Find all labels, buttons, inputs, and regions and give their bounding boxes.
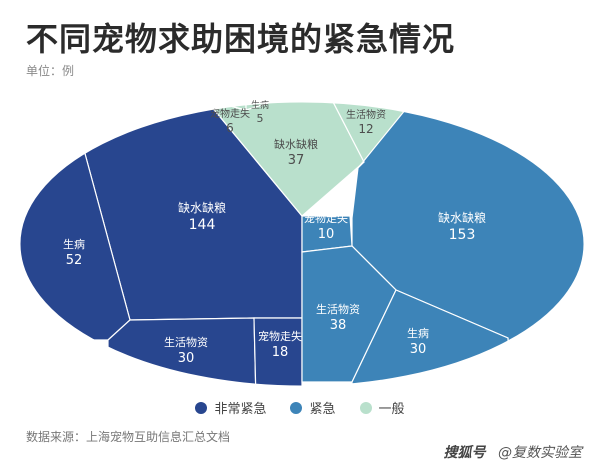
data-source: 数据来源：上海宠物互助信息汇总文档	[26, 430, 231, 444]
label-name-normal-illness: 生病	[251, 99, 269, 111]
label-value-urgent-lost-pet: 10	[318, 227, 335, 242]
ellipse-outline	[19, 101, 585, 387]
label-value-urgent-food-water: 153	[449, 227, 476, 243]
cell-very-urgent-lost-pet	[253, 317, 303, 386]
label-value-normal-food-water: 37	[288, 153, 305, 168]
unit-label: 单位：例	[26, 64, 75, 78]
label-name-very-urgent-food-water: 缺水缺粮	[178, 200, 226, 215]
label-value-very-urgent-food-water: 144	[189, 217, 216, 233]
label-name-very-urgent-illness: 生病	[63, 237, 85, 251]
legend-swatch-normal	[359, 401, 372, 414]
label-value-very-urgent-lost-pet: 18	[272, 345, 289, 360]
label-name-normal-lost-pet: 宠物走失	[210, 107, 250, 120]
legend-label-urgent: 紧急	[309, 402, 336, 417]
label-value-normal-supplies: 12	[358, 122, 373, 136]
chart-title: 不同宠物求助困境的紧急情况	[26, 20, 456, 58]
legend-item-urgent: 紧急	[290, 398, 336, 417]
label-value-urgent-illness: 30	[410, 342, 427, 357]
label-value-very-urgent-illness: 52	[66, 253, 83, 268]
watermark-brand: 搜狐号	[443, 445, 486, 461]
legend-item-very-urgent: 非常紧急	[195, 398, 266, 417]
label-value-normal-lost-pet: 6	[226, 121, 234, 135]
legend-item-normal: 一般	[359, 398, 405, 417]
label-value-very-urgent-supplies: 30	[178, 351, 195, 366]
label-name-urgent-illness: 生病	[407, 326, 429, 340]
chart-legend: 非常紧急 紧急 一般	[0, 398, 600, 417]
label-name-urgent-lost-pet: 宠物走失	[304, 211, 348, 225]
label-name-very-urgent-lost-pet: 宠物走失	[258, 329, 302, 343]
legend-label-normal: 一般	[378, 402, 405, 417]
label-name-normal-food-water: 缺水缺粮	[274, 137, 318, 151]
label-name-urgent-food-water: 缺水缺粮	[438, 210, 486, 225]
cell-normal-lost-pet	[205, 102, 247, 111]
legend-swatch-very-urgent	[195, 401, 208, 414]
watermark: 搜狐号 @复数实验室	[444, 442, 582, 462]
label-value-urgent-supplies: 38	[330, 318, 347, 333]
watermark-author: @复数实验室	[498, 445, 582, 461]
legend-swatch-urgent	[290, 401, 303, 414]
cell-normal-illness	[245, 102, 291, 111]
label-name-very-urgent-supplies: 生活物资	[164, 335, 208, 349]
label-value-normal-illness: 5	[257, 112, 264, 125]
label-name-urgent-supplies: 生活物资	[316, 302, 360, 316]
label-name-normal-supplies: 生活物资	[346, 108, 386, 121]
legend-label-very-urgent: 非常紧急	[214, 402, 267, 417]
